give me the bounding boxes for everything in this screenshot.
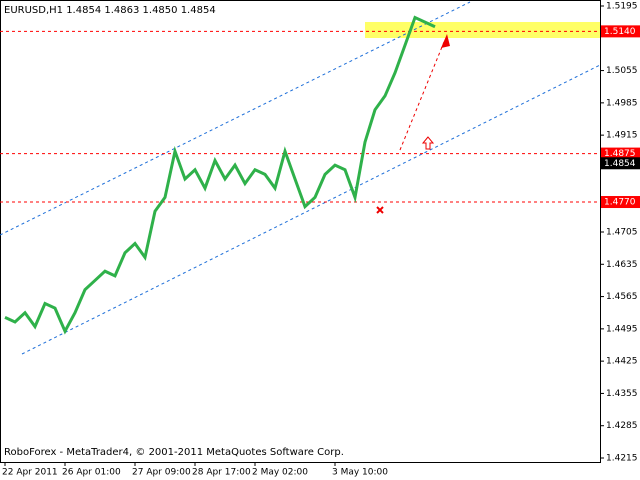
y-tick-label: 1.5055 bbox=[606, 66, 638, 76]
x-tick-label: 22 Apr 2011 bbox=[2, 468, 58, 478]
level-label: 1.5140 bbox=[604, 27, 636, 37]
footer: RoboForex - MetaTrader4, © 2001-2011 Met… bbox=[4, 447, 344, 458]
y-tick-label: 1.4565 bbox=[606, 292, 638, 302]
y-tick-label: 1.4355 bbox=[606, 389, 638, 399]
level-label-bg bbox=[601, 25, 640, 38]
y-tick-label: 1.4425 bbox=[606, 357, 638, 367]
y-tick-label: 1.4635 bbox=[606, 260, 638, 270]
x-tick-label: 28 Apr 17:00 bbox=[192, 468, 251, 478]
chart-title: EURUSD,H1 1.4854 1.4863 1.4850 1.4854 bbox=[4, 5, 216, 16]
forecast-arrow-head bbox=[441, 34, 450, 48]
cross-signal bbox=[376, 206, 384, 214]
level-label-bg bbox=[601, 147, 640, 160]
level-label-bg bbox=[601, 196, 640, 209]
y-tick-label: 1.5195 bbox=[606, 2, 638, 12]
forecast-arrow bbox=[399, 41, 445, 151]
up-signal bbox=[421, 136, 435, 150]
price-line bbox=[4, 15, 436, 335]
price-label-bg bbox=[601, 157, 640, 170]
x-tick-label: 2 May 02:00 bbox=[252, 468, 308, 478]
x-tick-label: 3 May 10:00 bbox=[332, 468, 388, 478]
y-tick-label: 1.4915 bbox=[606, 131, 638, 141]
x-tick-label: 26 Apr 01:00 bbox=[62, 468, 121, 478]
y-tick-label: 1.4495 bbox=[606, 324, 638, 334]
target-zone bbox=[365, 22, 600, 38]
price-label: 1.4854 bbox=[604, 159, 636, 169]
y-tick-label: 1.4985 bbox=[606, 98, 638, 108]
level-label: 1.4770 bbox=[604, 198, 636, 208]
y-tick-label: 1.4215 bbox=[606, 454, 638, 464]
y-tick-label: 1.4705 bbox=[606, 228, 638, 238]
y-tick-label: 1.4285 bbox=[606, 421, 638, 431]
x-tick-label: 27 Apr 09:00 bbox=[132, 468, 191, 478]
plot-frame bbox=[0, 0, 601, 463]
level-label: 1.4875 bbox=[604, 149, 636, 159]
